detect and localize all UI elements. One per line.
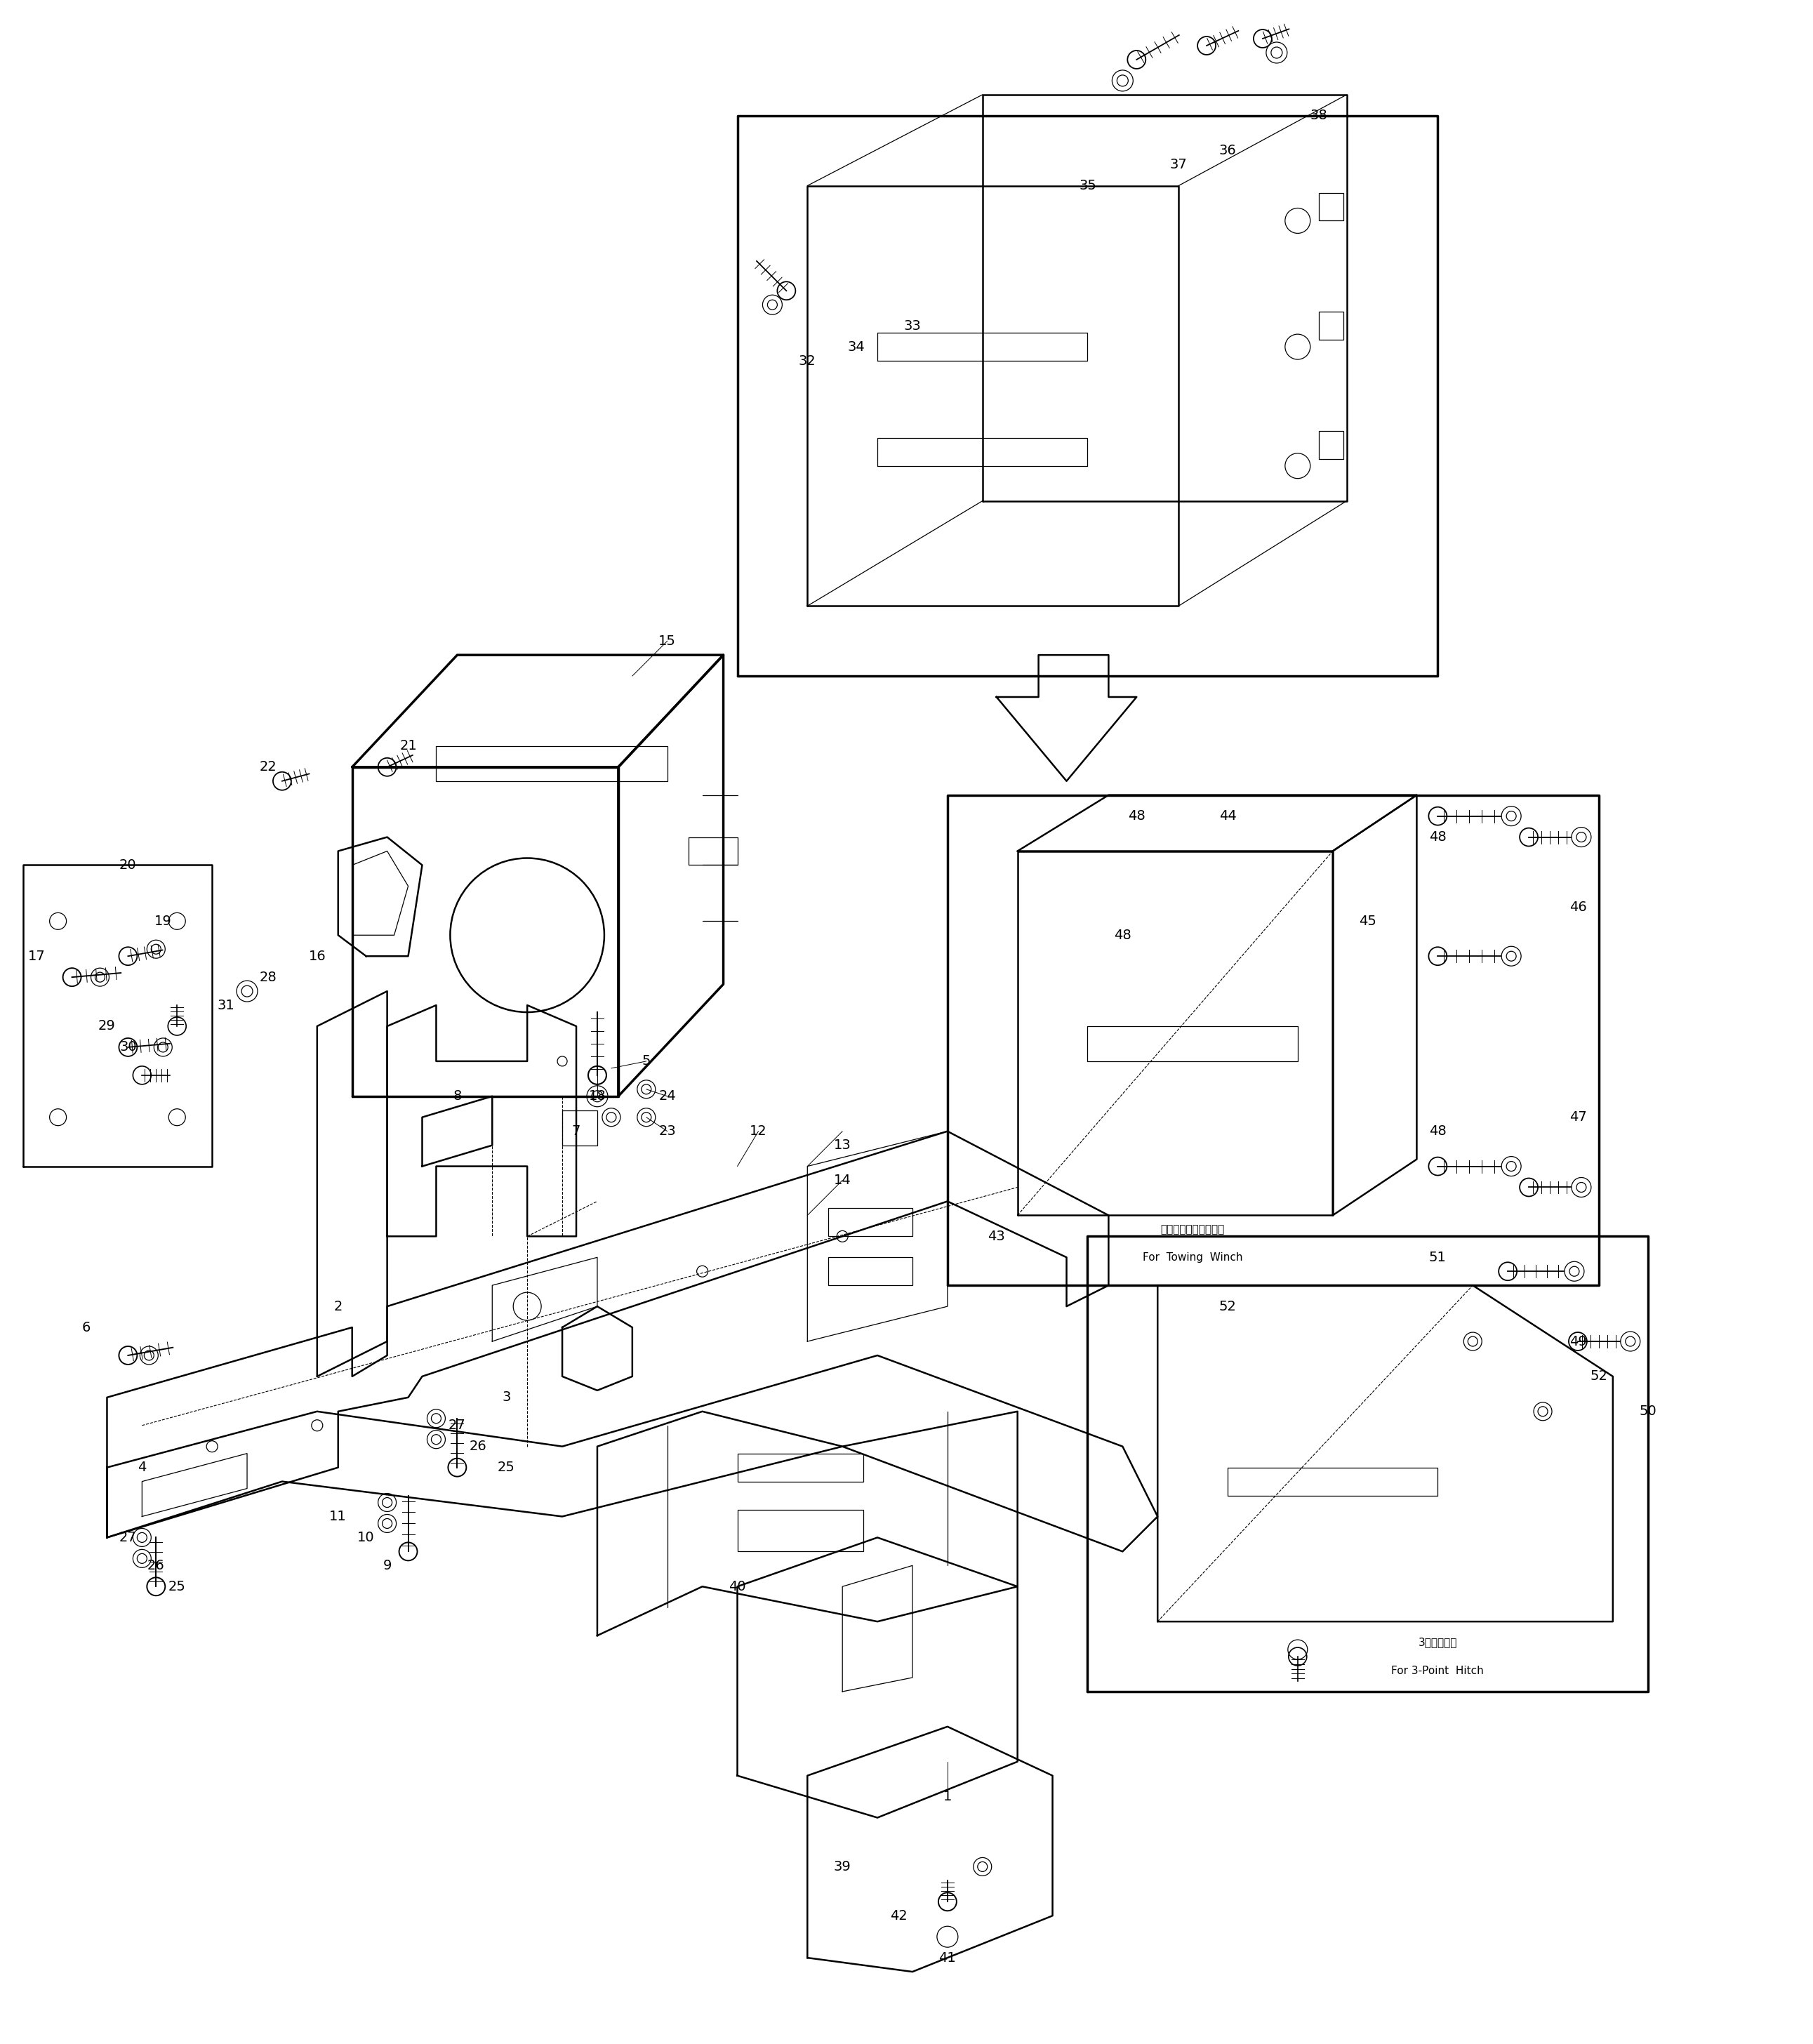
Text: 44: 44 xyxy=(1218,809,1236,824)
Bar xyxy=(829,1257,912,1286)
Text: 49: 49 xyxy=(1568,1335,1586,1349)
Text: 52: 52 xyxy=(1218,1300,1236,1312)
Text: 13: 13 xyxy=(834,1139,850,1153)
Text: 38: 38 xyxy=(1311,108,1327,123)
Text: トゥイングウインチ用: トゥイングウインチ用 xyxy=(1160,1224,1224,1235)
Text: 36: 36 xyxy=(1218,143,1236,157)
Text: 25: 25 xyxy=(169,1580,185,1592)
Text: 20: 20 xyxy=(120,858,136,873)
Text: 52: 52 xyxy=(1590,1369,1608,1384)
Text: 37: 37 xyxy=(1169,157,1188,172)
Text: 6: 6 xyxy=(82,1320,91,1335)
Text: 48: 48 xyxy=(1429,830,1447,844)
Text: For 3-Point  Hitch: For 3-Point Hitch xyxy=(1392,1666,1485,1676)
Bar xyxy=(1318,192,1343,221)
Text: 27: 27 xyxy=(448,1419,466,1433)
Text: 33: 33 xyxy=(903,319,921,333)
Bar xyxy=(738,1508,863,1551)
Text: 48: 48 xyxy=(1113,928,1131,942)
Text: 28: 28 xyxy=(259,971,277,983)
Text: 14: 14 xyxy=(834,1173,850,1188)
Text: 45: 45 xyxy=(1360,914,1376,928)
Text: 32: 32 xyxy=(800,354,816,368)
Text: 26: 26 xyxy=(470,1439,488,1453)
Text: 27: 27 xyxy=(120,1531,136,1543)
Text: 48: 48 xyxy=(1429,1124,1447,1139)
Text: 48: 48 xyxy=(1128,809,1146,824)
Text: 22: 22 xyxy=(259,760,277,775)
Text: For  Towing  Winch: For Towing Winch xyxy=(1142,1253,1242,1263)
Text: 18: 18 xyxy=(589,1089,606,1104)
Text: 47: 47 xyxy=(1568,1110,1586,1124)
Text: 15: 15 xyxy=(658,634,676,648)
Text: 16: 16 xyxy=(308,950,326,963)
Text: 8: 8 xyxy=(453,1089,462,1104)
Bar xyxy=(738,1453,863,1482)
Text: 43: 43 xyxy=(988,1230,1004,1243)
Text: 5: 5 xyxy=(642,1055,651,1067)
Text: 50: 50 xyxy=(1639,1404,1657,1419)
Text: 10: 10 xyxy=(357,1531,375,1543)
Text: 26: 26 xyxy=(147,1560,165,1572)
Text: 46: 46 xyxy=(1568,901,1586,914)
Text: 42: 42 xyxy=(890,1909,906,1923)
Bar xyxy=(1318,313,1343,339)
Text: 7: 7 xyxy=(571,1124,580,1139)
Text: 2: 2 xyxy=(334,1300,343,1312)
Text: 1: 1 xyxy=(943,1791,952,1803)
Text: 40: 40 xyxy=(729,1580,745,1592)
Text: 25: 25 xyxy=(497,1461,515,1474)
Bar xyxy=(562,1110,596,1145)
Text: 29: 29 xyxy=(98,1020,116,1032)
Text: 9: 9 xyxy=(383,1560,392,1572)
Text: 11: 11 xyxy=(330,1511,346,1523)
Text: 24: 24 xyxy=(658,1089,676,1104)
Text: 21: 21 xyxy=(399,740,417,752)
Bar xyxy=(829,1208,912,1237)
Text: 17: 17 xyxy=(29,950,45,963)
Bar xyxy=(1318,431,1343,458)
Text: 3点ヒッチ用: 3点ヒッチ用 xyxy=(1418,1637,1458,1647)
Text: 19: 19 xyxy=(154,914,172,928)
Text: 12: 12 xyxy=(751,1124,767,1139)
Text: 4: 4 xyxy=(138,1461,147,1474)
Text: 51: 51 xyxy=(1429,1251,1447,1263)
Text: 34: 34 xyxy=(848,339,865,354)
Text: 35: 35 xyxy=(1079,180,1097,192)
Text: 30: 30 xyxy=(120,1040,136,1055)
Text: 31: 31 xyxy=(218,1000,234,1012)
Text: 41: 41 xyxy=(939,1952,955,1964)
Text: 23: 23 xyxy=(658,1124,676,1139)
Text: 39: 39 xyxy=(834,1860,850,1874)
Text: 3: 3 xyxy=(502,1390,511,1404)
